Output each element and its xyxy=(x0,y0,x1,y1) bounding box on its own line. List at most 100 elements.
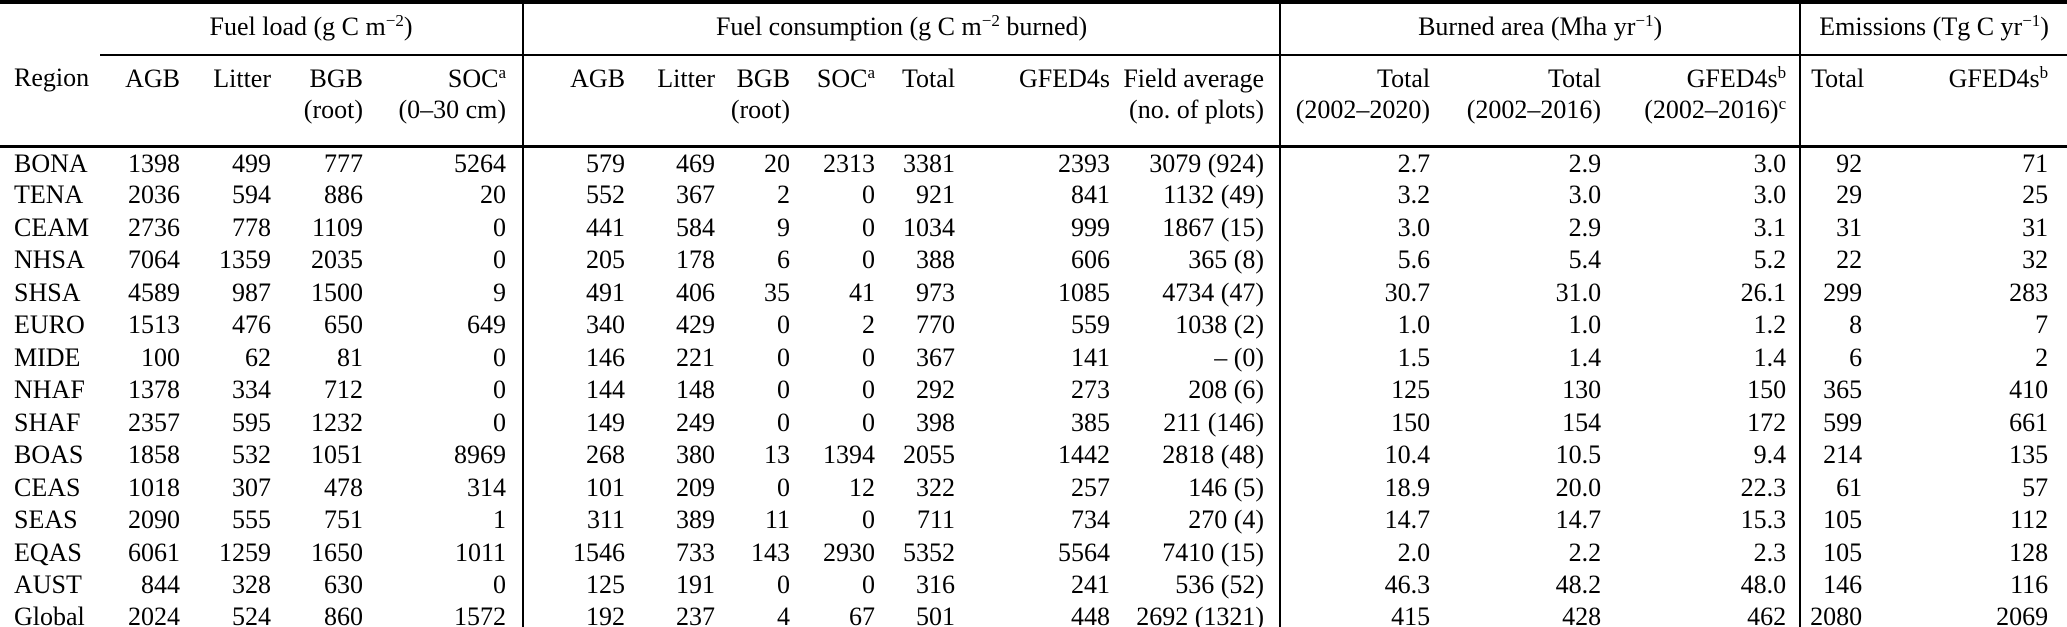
column-header-em-gfed4s: GFED4sb xyxy=(1868,55,2067,148)
cell-fc_soc: 67 xyxy=(849,601,876,627)
cell-fl_soc: 0 xyxy=(493,570,507,600)
cell-fc_bgb: 20 xyxy=(764,148,791,178)
cell-ba_total_2002_2020: 2.0 xyxy=(1279,536,1437,569)
region-label: SHAF xyxy=(14,407,81,437)
cell-fl_bgb: 81 xyxy=(337,342,363,372)
cell-fl_soc: 8969 xyxy=(454,440,507,470)
cell-fc_agb: 579 xyxy=(522,146,632,179)
cell-fc_gfed4s: 1085 xyxy=(1058,277,1111,307)
cell-fc_bgb: 9 xyxy=(777,212,791,242)
cell-fc_field_average: 365 (8) xyxy=(1188,245,1265,275)
cell-ba_gfed4s: 15.3 xyxy=(1740,505,1787,535)
cell-ba_total_2002_2016: 14.7 xyxy=(1555,505,1602,535)
cell-fl_agb: 2090 xyxy=(128,505,180,535)
cell-em_total: 92 xyxy=(1799,146,1869,179)
cell-fc_gfed4s: 999 xyxy=(1071,212,1111,242)
cell-em_gfed4s: 7 xyxy=(2035,310,2049,340)
cell-fc_field_average: 2818 (48) xyxy=(1162,440,1265,470)
cell-em_gfed4s: 116 xyxy=(2010,570,2049,600)
column-header-ba-total-2002-2020: Total (2002–2020) xyxy=(1279,55,1437,148)
group-burned-area: Burned area (Mha yr−1) xyxy=(1279,2,1801,56)
cell-fl_agb: 1398 xyxy=(128,148,180,178)
region-label: BOAS xyxy=(14,440,84,470)
cell-fl_soc: 0 xyxy=(493,407,507,437)
cell-fc_soc: 0 xyxy=(862,407,876,437)
region-label: NHSA xyxy=(14,245,85,275)
cell-fc_total: 292 xyxy=(916,375,956,405)
cell-em_gfed4s: 32 xyxy=(2022,245,2049,275)
cell-fc_litter: 469 xyxy=(676,148,716,178)
cell-fc_field_average: 208 (6) xyxy=(1188,375,1265,405)
cell-ba_gfed4s: 22.3 xyxy=(1740,472,1787,502)
cell-ba_total_2002_2020: 2.7 xyxy=(1279,146,1437,179)
cell-fl_litter: 555 xyxy=(232,505,271,535)
cell-fc_litter: 584 xyxy=(676,212,716,242)
table-row: Global 2024 524 860 1572 192 237 4 67 501 448 2692 … xyxy=(0,601,2067,627)
region-label: EURO xyxy=(14,310,85,340)
cell-fl_bgb: 478 xyxy=(324,472,363,502)
cell-fc_agb: 1546 xyxy=(522,536,632,569)
cell-fl_agb: 844 xyxy=(141,570,180,600)
cell-ba_total_2002_2016: 428 xyxy=(1562,601,1602,627)
cell-fc_agb: 149 xyxy=(522,406,632,439)
cell-ba_total_2002_2016: 130 xyxy=(1562,375,1602,405)
cell-fl_soc: 9 xyxy=(493,277,507,307)
cell-fc_total: 770 xyxy=(916,310,956,340)
cell-ba_total_2002_2016: 20.0 xyxy=(1555,472,1602,502)
cell-fc_field_average: 1038 (2) xyxy=(1175,310,1265,340)
table-row: BOAS 1858 532 1051 8969 268 380 13 1394 2055 1442 2… xyxy=(0,439,2067,472)
cell-fc_field_average: 1132 (49) xyxy=(1163,180,1265,210)
cell-fl_bgb: 1232 xyxy=(311,407,363,437)
cell-em_gfed4s: 2069 xyxy=(1996,601,2049,627)
cell-ba_total_2002_2020: 3.0 xyxy=(1279,211,1437,244)
cell-em_total: 105 xyxy=(1799,536,1869,569)
cell-em_total: 61 xyxy=(1799,471,1869,504)
cell-ba_gfed4s: 172 xyxy=(1747,407,1787,437)
cell-fl_litter: 595 xyxy=(232,407,271,437)
group-fuel-consumption: Fuel consumption (g C m−2 burned) xyxy=(522,2,1281,56)
cell-em_total: 22 xyxy=(1799,244,1869,277)
cell-fl_agb: 100 xyxy=(141,342,180,372)
cell-ba_total_2002_2016: 2.2 xyxy=(1568,537,1602,567)
cell-em_gfed4s: 112 xyxy=(2010,505,2049,535)
group-header-row: Fuel load (g C m−2) Fuel consumption (g … xyxy=(0,2,2067,56)
cell-ba_total_2002_2016: 5.4 xyxy=(1568,245,1602,275)
cell-em_gfed4s: 25 xyxy=(2022,180,2049,210)
cell-fc_gfed4s: 1442 xyxy=(1058,440,1111,470)
cell-fc_agb: 441 xyxy=(522,211,632,244)
cell-fl_bgb: 777 xyxy=(324,148,363,178)
cell-fl_soc: 5264 xyxy=(454,148,507,178)
cell-fl_litter: 334 xyxy=(232,375,271,405)
region-label: NHAF xyxy=(14,375,85,405)
region-label: EQAS xyxy=(14,537,82,567)
region-label: TENA xyxy=(14,180,84,210)
column-header-ba-gfed4s: GFED4sb (2002–2016)c xyxy=(1607,55,1801,148)
cell-ba_total_2002_2020: 415 xyxy=(1279,601,1437,627)
cell-fc_litter: 380 xyxy=(676,440,716,470)
cell-fl_litter: 594 xyxy=(232,180,271,210)
cell-fc_gfed4s: 606 xyxy=(1071,245,1111,275)
cell-fc_total: 316 xyxy=(916,570,956,600)
cell-em_total: 365 xyxy=(1799,374,1869,407)
cell-fl_agb: 1378 xyxy=(128,375,180,405)
cell-ba_gfed4s: 1.4 xyxy=(1753,342,1787,372)
cell-ba_total_2002_2016: 1.4 xyxy=(1568,342,1602,372)
cell-fc_field_average: 1867 (15) xyxy=(1162,212,1265,242)
cell-fl_bgb: 712 xyxy=(324,375,363,405)
cell-ba_total_2002_2016: 1.0 xyxy=(1568,310,1602,340)
cell-fc_bgb: 35 xyxy=(764,277,791,307)
cell-fc_soc: 0 xyxy=(862,180,876,210)
column-header-fl-soc: SOCa (0–30 cm) xyxy=(369,55,524,148)
cell-em_total: 299 xyxy=(1799,276,1869,309)
cell-fl_agb: 1858 xyxy=(128,440,180,470)
region-label: AUST xyxy=(14,570,82,600)
cell-fl_soc: 1572 xyxy=(454,601,507,627)
cell-ba_total_2002_2020: 125 xyxy=(1279,374,1437,407)
cell-fl_agb: 2024 xyxy=(128,601,180,627)
cell-ba_total_2002_2016: 48.2 xyxy=(1555,570,1602,600)
cell-fc_gfed4s: 257 xyxy=(1071,472,1111,502)
cell-fl_soc: 20 xyxy=(480,180,507,210)
cell-fl_agb: 2736 xyxy=(128,212,180,242)
